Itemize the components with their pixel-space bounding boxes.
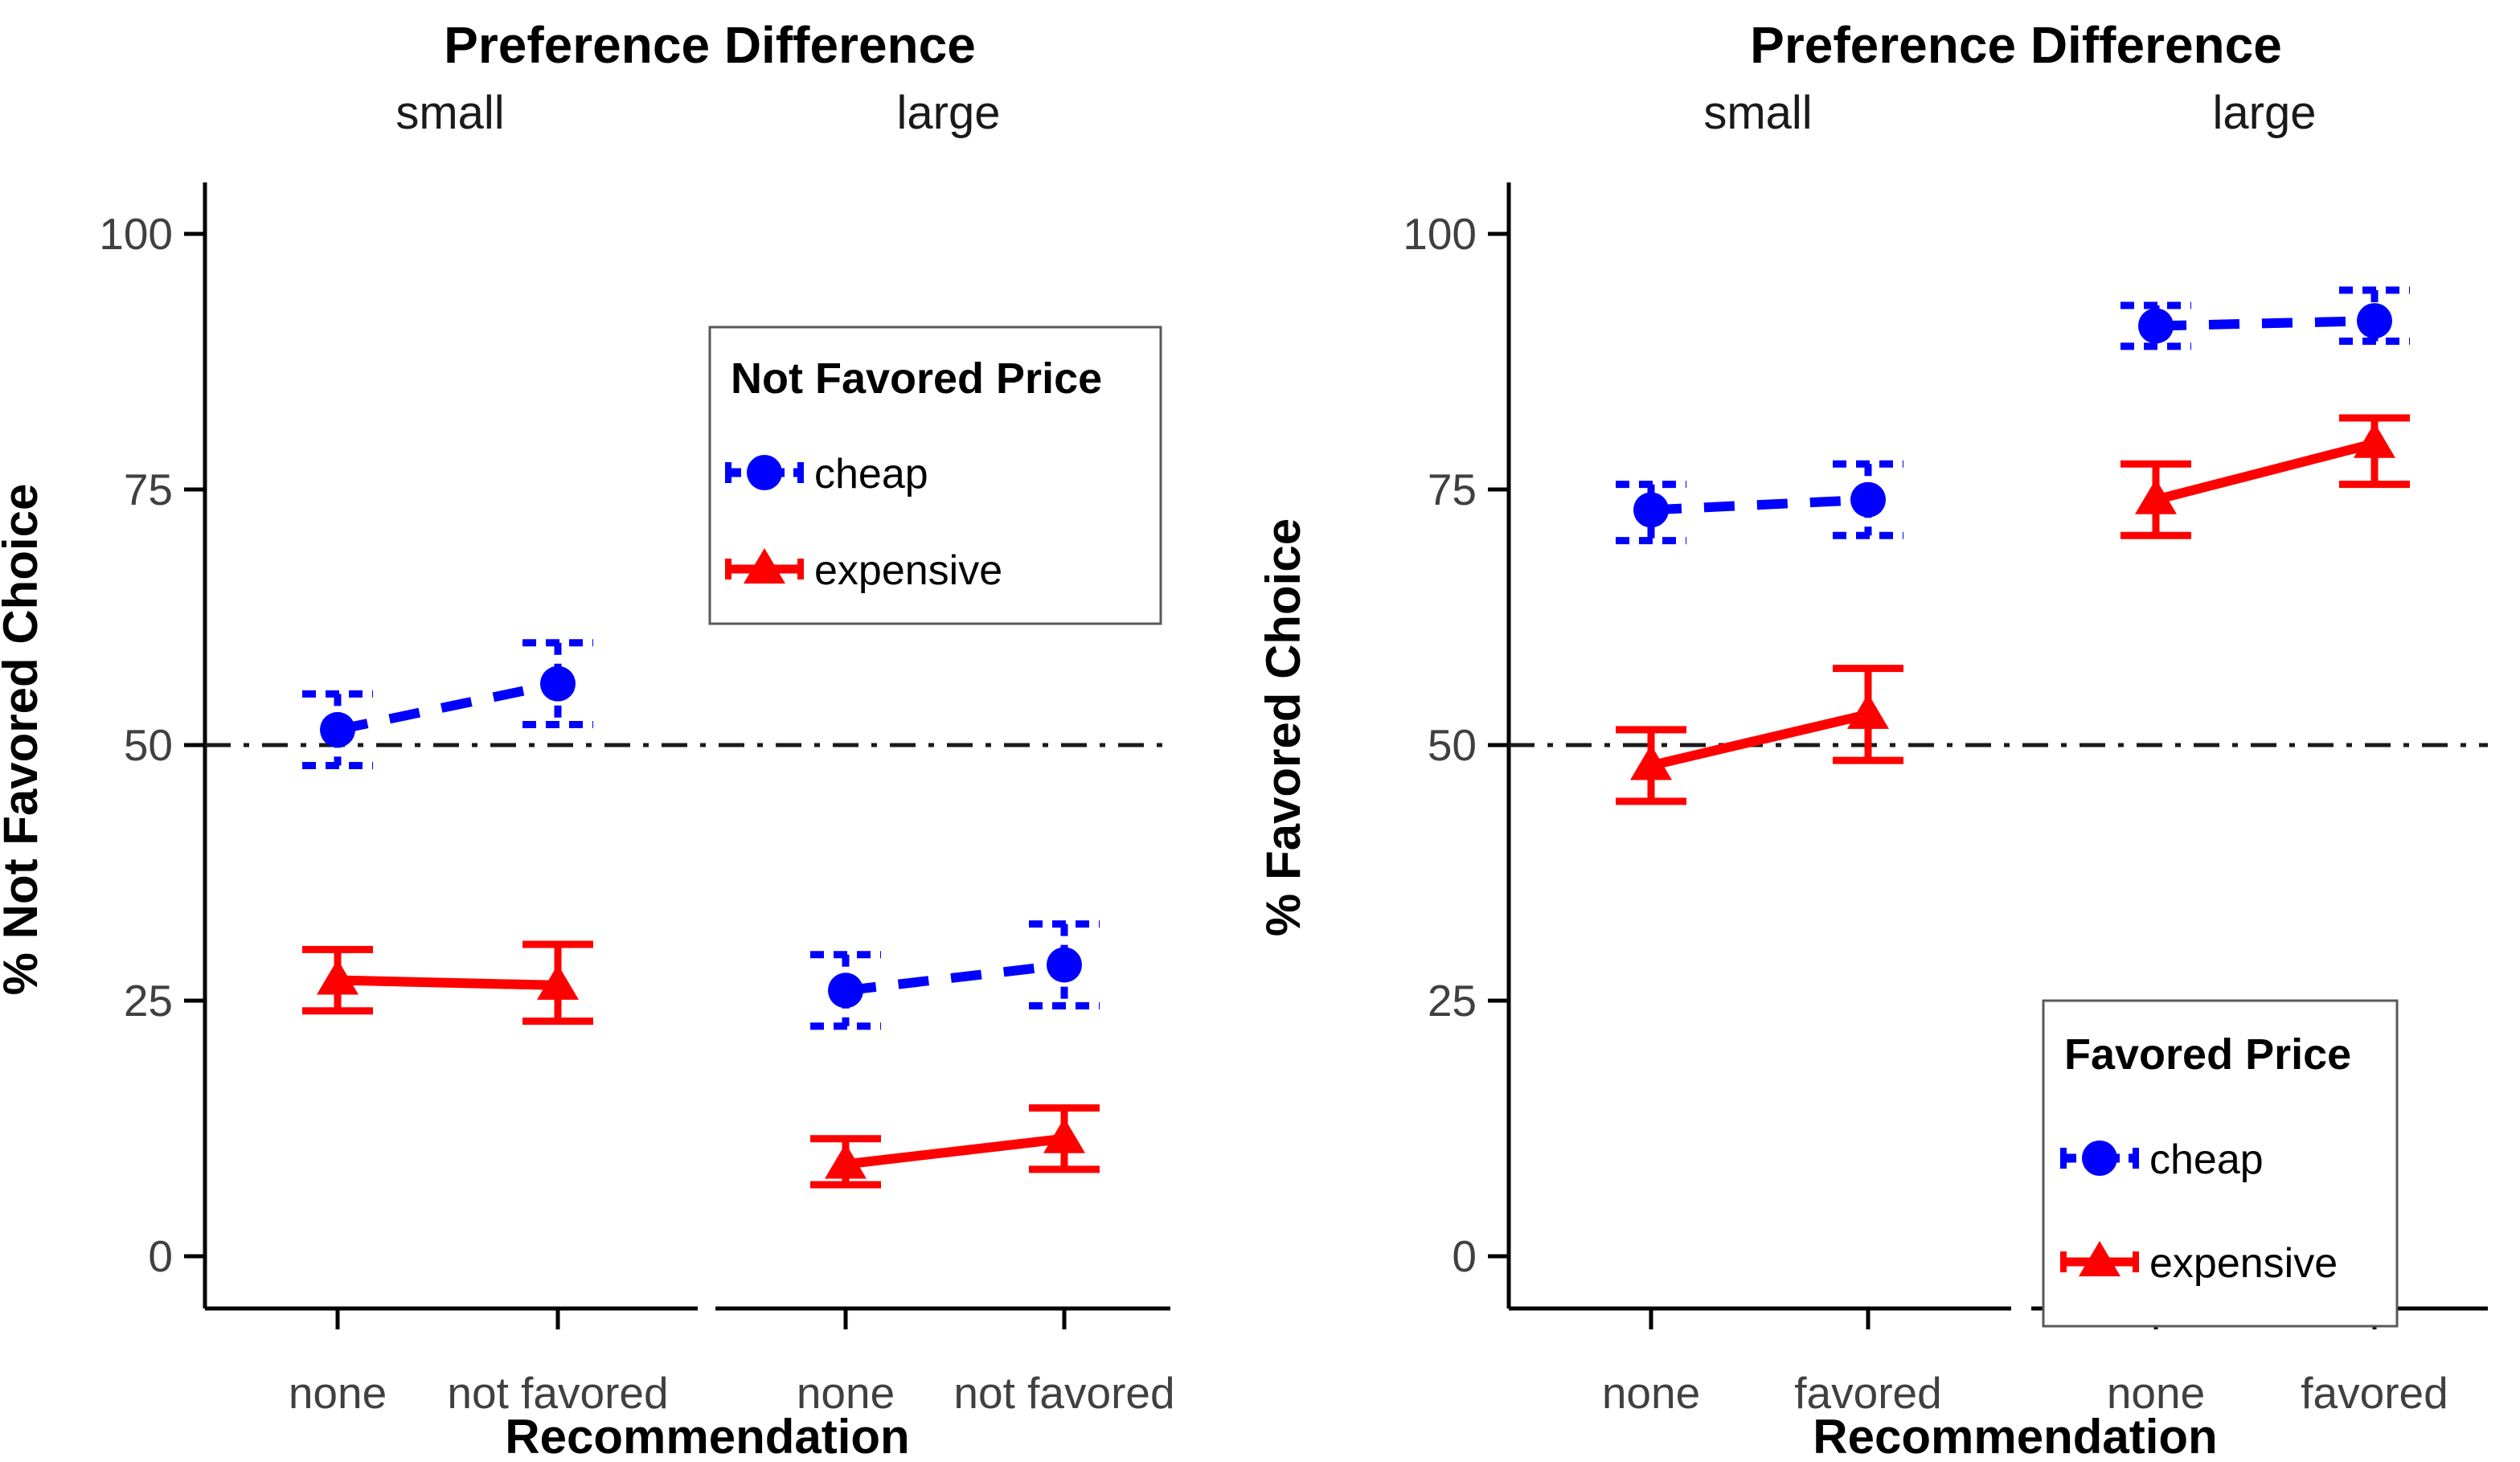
x-tick-label: favored (1794, 1368, 1941, 1418)
facet-label-small: small (1703, 87, 1812, 139)
legend-item-label-expensive: expensive (2149, 1240, 2338, 1287)
legend-triangle-marker (744, 548, 785, 584)
y-tick-label: 25 (124, 976, 173, 1026)
circle-marker-cheap (2138, 308, 2174, 344)
legend-item-label-cheap: cheap (2149, 1136, 2264, 1183)
circle-marker-cheap (828, 973, 863, 1009)
circle-marker-cheap (2357, 303, 2392, 339)
y-tick-label: 100 (1403, 209, 1477, 259)
series-line-expensive (2154, 438, 2376, 505)
left-plot-not-favored-choice: Preference Difference small large 0 25 50 75 10… (0, 16, 1175, 1462)
legend-triangle-marker (2079, 1241, 2120, 1276)
triangle-marker-expensive (317, 959, 359, 995)
x-tick-label: not favored (447, 1368, 668, 1418)
circle-marker-cheap (1047, 947, 1082, 983)
y-axis-title: % Favored Choice (1260, 518, 1310, 936)
x-axis-title: Recommendation (505, 1410, 909, 1462)
facet-label-large: large (2213, 87, 2317, 139)
legend-title: Favored Price (2064, 1030, 2351, 1079)
series-line-expensive (1649, 709, 1870, 771)
legend-item-label-expensive: expensive (814, 547, 1002, 594)
circle-marker-cheap (1850, 481, 1886, 518)
triangle-marker-expensive (825, 1143, 867, 1179)
x-tick-label: none (797, 1368, 895, 1418)
triangle-marker-expensive (1847, 693, 1889, 729)
circle-marker-cheap (1633, 492, 1669, 528)
x-tick-label: none (2107, 1368, 2205, 1418)
series-line-expensive (337, 975, 559, 990)
circle-marker-cheap (320, 711, 355, 747)
x-tick-label: none (289, 1368, 387, 1418)
y-tick-label: 75 (1428, 465, 1477, 514)
facet-label-large: large (897, 87, 1001, 139)
y-tick-label: 0 (148, 1231, 173, 1281)
triangle-marker-expensive (1043, 1117, 1085, 1153)
triangle-marker-expensive (1630, 744, 1672, 780)
legend-circle-marker (747, 455, 782, 490)
x-tick-label: not favored (953, 1368, 1174, 1418)
y-tick-label: 50 (1428, 720, 1477, 770)
y-tick-label: 100 (99, 209, 173, 259)
series-line-expensive (845, 1133, 1065, 1169)
series-line-cheap (2155, 316, 2375, 331)
x-tick-label: favored (2301, 1368, 2448, 1418)
plot-title: Preference Difference (1750, 16, 2282, 74)
y-tick-label: 0 (1452, 1231, 1477, 1281)
y-tick-label: 75 (124, 465, 173, 514)
y-tick-label: 25 (1428, 976, 1477, 1026)
triangle-marker-expensive (2135, 478, 2177, 514)
legend-title: Not Favored Price (731, 354, 1102, 403)
y-axis-title: % Not Favored Choice (0, 484, 47, 996)
plot-title: Preference Difference (444, 16, 976, 74)
y-tick-label: 50 (124, 720, 173, 770)
facet-label-small: small (395, 87, 504, 139)
triangle-marker-expensive (537, 964, 579, 1000)
series-line-cheap (336, 678, 559, 735)
legend-circle-marker (2082, 1141, 2117, 1176)
legend-box (708, 326, 1162, 625)
series-line-cheap (845, 960, 1065, 996)
triangle-marker-expensive (2354, 422, 2395, 458)
x-tick-label: none (1602, 1368, 1700, 1418)
legend-item-label-cheap: cheap (814, 451, 928, 498)
x-axis-title: Recommendation (1813, 1410, 2217, 1462)
right-plot-favored-choice: Preference Difference small large 0 25 50 75 10… (1260, 16, 2488, 1462)
series-line-cheap (1650, 494, 1869, 515)
circle-marker-cheap (540, 665, 576, 702)
